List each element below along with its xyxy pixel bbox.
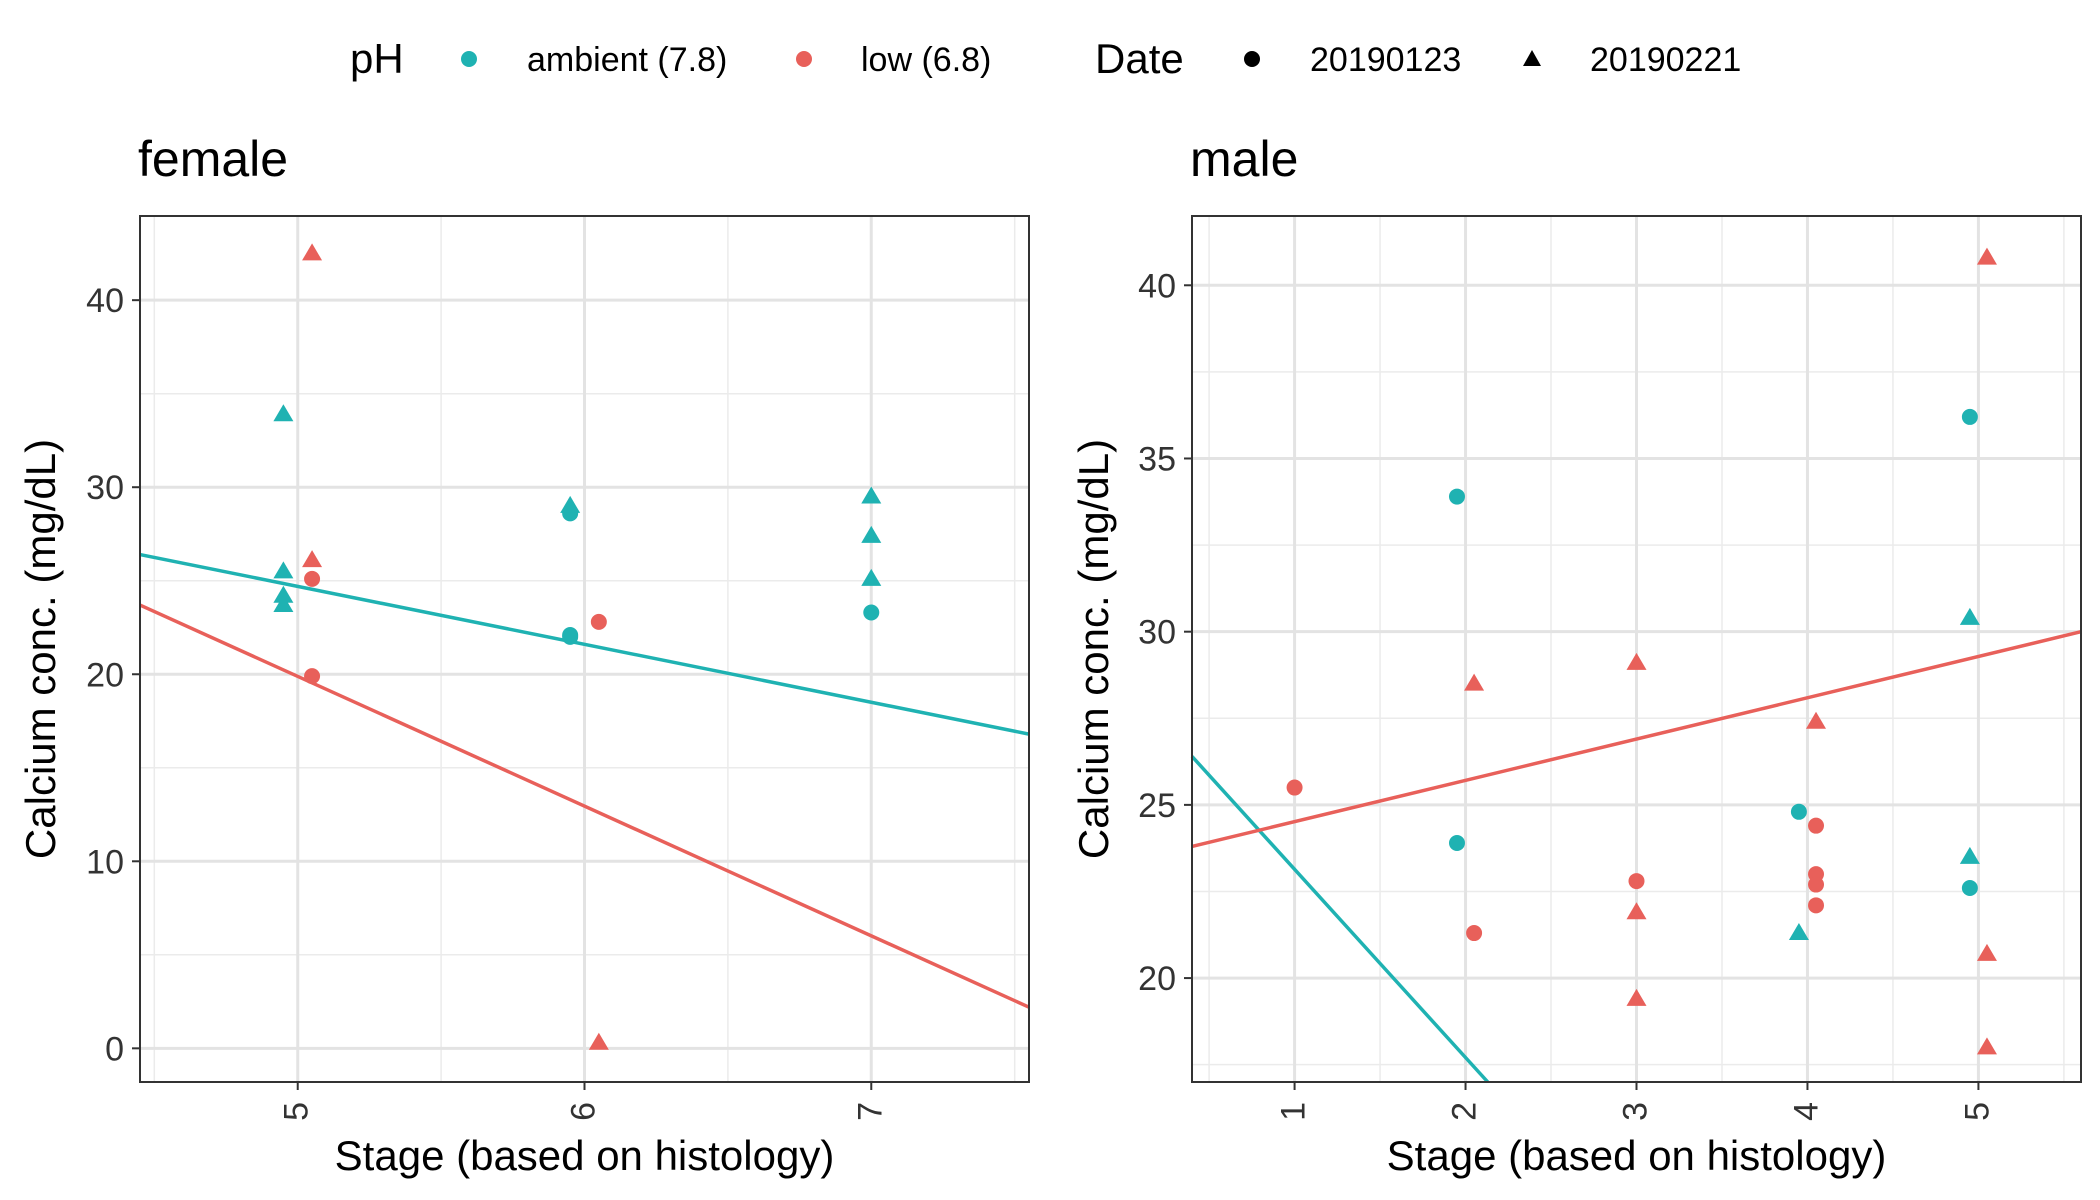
data-point-triangle: [273, 561, 294, 579]
data-point-circle: [1628, 873, 1645, 890]
y-tick-label: 20: [86, 656, 124, 694]
x-tick-label: 7: [851, 1102, 889, 1121]
data-point-triangle: [302, 550, 323, 568]
x-tick-label: 5: [1958, 1102, 1996, 1121]
y-tick-label: 30: [86, 469, 124, 507]
data-point-circle: [1448, 834, 1465, 851]
panel-female: female 0 10 20 30 40 5 6 7 Stage (based on hist…: [17, 131, 1030, 1179]
panel-male-title: male: [1190, 131, 1298, 187]
fit-line: [1190, 755, 1490, 1084]
data-point-circle: [304, 668, 321, 685]
panel-female-fit-lines: [139, 552, 1030, 1009]
legend-ph-low-label: low (6.8): [861, 41, 991, 79]
data-point-triangle: [1976, 943, 1997, 961]
x-tick-label: 2: [1446, 1102, 1484, 1121]
legend-date-1-label: 20190123: [1310, 41, 1461, 79]
data-point-circle: [1466, 925, 1483, 942]
data-point-triangle: [273, 404, 294, 422]
data-point-triangle: [861, 568, 882, 586]
data-point-triangle: [1626, 902, 1647, 920]
y-tick-label: 25: [1138, 787, 1176, 825]
data-point-circle: [1961, 408, 1978, 425]
y-tick-label: 35: [1138, 440, 1176, 478]
panel-male-grid: [1192, 216, 2081, 1082]
data-point-triangle: [861, 525, 882, 543]
panel-male: male 20 25 30 35 40 1 2 3 4 5 Stage (based on his…: [1070, 131, 2082, 1179]
data-point-triangle: [560, 495, 581, 513]
fit-line: [139, 603, 1030, 1009]
data-point-triangle: [861, 486, 882, 504]
y-tick-label: 20: [1138, 960, 1176, 998]
data-point-circle: [562, 628, 579, 645]
panel-male-ticks: 20 25 30 35 40 1 2 3 4 5: [1138, 267, 1996, 1121]
legend-date-2-label: 20190221: [1590, 41, 1741, 79]
data-point-circle: [863, 604, 880, 621]
data-point-circle: [590, 613, 607, 630]
data-point-circle: [1808, 897, 1825, 914]
y-tick-label: 10: [86, 843, 124, 881]
data-point-circle: [1808, 876, 1825, 893]
fit-line: [1191, 629, 2082, 849]
data-point-triangle: [1959, 846, 1980, 864]
legend-ph-ambient-swatch: [461, 51, 477, 67]
legend-ph-title: pH: [350, 35, 404, 82]
panel-female-grid: [140, 216, 1029, 1082]
data-point-triangle: [588, 1032, 609, 1050]
x-tick-label: 1: [1275, 1102, 1313, 1121]
data-point-triangle: [1976, 247, 1997, 265]
data-point-triangle: [273, 595, 294, 613]
data-point-triangle: [302, 243, 323, 261]
y-tick-label: 40: [1138, 267, 1176, 305]
legend-date-circle-swatch: [1244, 51, 1260, 67]
y-tick-label: 40: [86, 282, 124, 320]
panel-female-ticks: 0 10 20 30 40 5 6 7: [86, 282, 889, 1121]
data-point-triangle: [1976, 1037, 1997, 1055]
data-point-circle: [1286, 779, 1303, 796]
legend-date-title: Date: [1095, 35, 1184, 82]
data-point-circle: [1961, 880, 1978, 897]
panel-male-x-label: Stage (based on histology): [1387, 1132, 1887, 1179]
data-point-triangle: [1464, 673, 1485, 691]
legend-ph-ambient-label: ambient (7.8): [527, 41, 727, 79]
panel-male-y-label: Calcium conc. (mg/dL): [1070, 439, 1117, 859]
data-point-triangle: [1626, 988, 1647, 1006]
x-tick-label: 3: [1617, 1102, 1655, 1121]
panel-male-fit-lines: [1190, 629, 2082, 1084]
fit-line: [139, 552, 1030, 736]
y-tick-label: 30: [1138, 614, 1176, 652]
x-tick-label: 4: [1787, 1102, 1825, 1121]
y-tick-label: 0: [105, 1030, 124, 1068]
legend: pH ambient (7.8) low (6.8) Date 20190123…: [350, 35, 1741, 82]
panel-female-y-label: Calcium conc. (mg/dL): [17, 439, 64, 859]
data-point-triangle: [1806, 711, 1827, 729]
data-point-triangle: [1788, 923, 1809, 941]
panel-male-points: [1286, 247, 1997, 1055]
data-point-triangle: [1626, 652, 1647, 670]
data-point-circle: [1790, 803, 1807, 820]
x-tick-label: 5: [278, 1102, 316, 1121]
panel-female-x-label: Stage (based on histology): [335, 1132, 835, 1179]
x-tick-label: 6: [565, 1102, 603, 1121]
data-point-circle: [1808, 817, 1825, 834]
data-point-circle: [1448, 488, 1465, 505]
data-point-triangle: [1959, 607, 1980, 625]
panel-female-title: female: [138, 131, 288, 187]
data-point-circle: [304, 570, 321, 587]
legend-ph-low-swatch: [796, 51, 812, 67]
data-point-triangle: [273, 585, 294, 603]
panel-female-points: [273, 243, 882, 1050]
legend-date-triangle-swatch: [1523, 50, 1541, 66]
